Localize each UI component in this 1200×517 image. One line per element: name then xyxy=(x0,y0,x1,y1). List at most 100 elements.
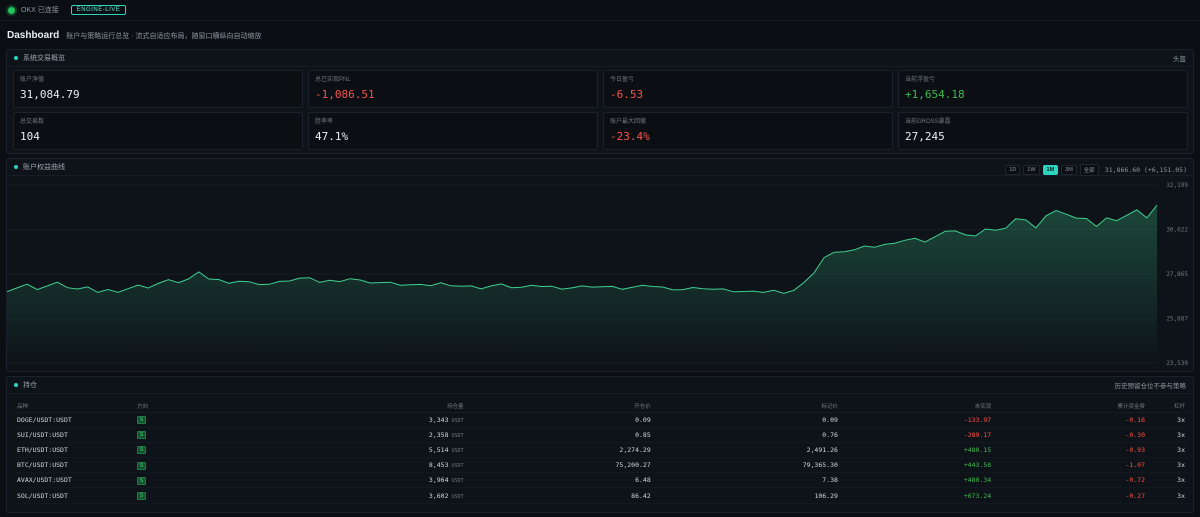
stats-panel-action[interactable]: 头盔 xyxy=(1173,56,1186,63)
size-unit: USDT xyxy=(451,447,464,454)
stat-value: -6.53 xyxy=(610,88,644,101)
range-button-1d[interactable]: 1D xyxy=(1005,165,1021,175)
cell-symbol: ETH/USDT:USDT xyxy=(13,442,133,459)
range-button-all[interactable]: 全部 xyxy=(1079,164,1099,176)
short-side-icon: S xyxy=(137,492,146,501)
table-row[interactable]: ETH/USDT:USDT S 5,514 USDT 2,274.29 2,491.26 +… xyxy=(13,442,1189,459)
cell-funding: -0.30 xyxy=(995,427,1149,443)
equity-panel-title: 账户权益曲线 xyxy=(23,164,65,171)
short-side-icon: S xyxy=(137,416,146,425)
panel-dot-icon xyxy=(14,383,18,387)
panel-dot-icon xyxy=(14,56,18,60)
equity-panel: 账户权益曲线 1D 1W 1M 3M 全部 31,866.60 (+6,151.… xyxy=(6,158,1194,372)
cell-mark: 79,365.30 xyxy=(654,457,842,474)
equity-panel-header: 账户权益曲线 xyxy=(7,159,1193,176)
stat-card-win-rate: 胜率率 47.1% xyxy=(308,112,598,150)
cell-size: 3,964 USDT xyxy=(283,472,468,489)
stat-value: 27,245 xyxy=(905,130,945,143)
cell-symbol: AVAX/USDT:USDT xyxy=(13,472,133,489)
page-title: Dashboard xyxy=(7,30,60,41)
stat-card-max-drawdown: 账户最大回撤 -23.4% xyxy=(603,112,893,150)
stat-card-today-pnl: 今日盈亏 -6.53 xyxy=(603,70,893,108)
positions-panel: 持仓 历史预留仓位不参与策略 品种 方向 持仓量 开仓价 标记价 未实现 累计资… xyxy=(6,376,1194,513)
col-size: 持仓量 xyxy=(283,400,468,413)
size-value: 3,602 xyxy=(428,491,449,500)
col-side: 方向 xyxy=(133,400,283,413)
col-leverage: 杠杆 xyxy=(1149,400,1189,413)
cell-mark: 106.29 xyxy=(654,487,842,504)
cell-upnl: +480.15 xyxy=(841,442,996,459)
stat-label: 账户最大回撤 xyxy=(610,119,647,125)
stats-panel-header: 系统交易概览 头盔 xyxy=(7,50,1193,67)
stat-card-gross-exposure: 当前GROSS暴露 27,245 xyxy=(898,112,1188,150)
size-value: 2,358 xyxy=(428,430,449,439)
stat-value: 47.1% xyxy=(315,130,349,143)
cell-funding: -1.07 xyxy=(995,457,1149,474)
cell-funding: -0.16 xyxy=(995,412,1149,428)
stat-label: 账户净值 xyxy=(20,77,45,83)
table-header-row: 品种 方向 持仓量 开仓价 标记价 未实现 累计资金费 杠杆 xyxy=(13,400,1189,413)
stat-card-total-trades: 总交易数 104 xyxy=(13,112,303,150)
cell-side: S xyxy=(133,412,283,428)
table-row[interactable]: AVAX/USDT:USDT S 3,964 USDT 6.48 7.38 +480.34-… xyxy=(13,472,1189,489)
cell-size: 3,602 USDT xyxy=(283,487,468,504)
cell-mark: 2,491.26 xyxy=(654,442,842,459)
size-unit: USDT xyxy=(451,493,464,500)
cell-upnl: -289.17 xyxy=(841,427,996,443)
y-tick-label: 27,865 xyxy=(1166,271,1188,278)
size-unit: USDT xyxy=(451,463,464,470)
short-side-icon: S xyxy=(137,446,146,455)
table-row[interactable]: DOGE/USDT:USDT S 3,343 USDT 0.09 0.09 -133.97-… xyxy=(13,412,1189,428)
positions-panel-header: 持仓 历史预留仓位不参与策略 xyxy=(7,377,1193,394)
cell-entry: 0.09 xyxy=(467,412,655,428)
range-button-3m[interactable]: 3M xyxy=(1061,165,1077,175)
stats-panel: 系统交易概览 头盔 账户净值 31,084.79 总已实现PNL -1,086.… xyxy=(6,49,1194,154)
col-entry: 开仓价 xyxy=(467,400,655,413)
size-unit: USDT xyxy=(451,417,464,424)
table-row[interactable]: SUI/USDT:USDT S 2,358 USDT 0.85 0.76 -289.17 -0… xyxy=(13,427,1189,443)
positions-panel-title: 持仓 xyxy=(23,382,37,389)
table-row[interactable]: SOL/USDT:USDT S 3,602 USDT 86.42 106.29 +673.2… xyxy=(13,487,1189,504)
col-mark: 标记价 xyxy=(654,400,842,413)
stat-label: 总已实现PNL xyxy=(315,77,351,83)
equity-chart[interactable]: 32,199 30,022 27,865 25,687 23,530 xyxy=(7,177,1193,371)
cell-funding: -0.72 xyxy=(995,472,1149,489)
page-header: Dashboard 账户与策略运行总览 · 流式自适应布局，随窗口横纵向自动缩放 xyxy=(7,30,261,41)
size-value: 3,964 xyxy=(428,476,449,485)
cell-side: S xyxy=(133,487,283,504)
stat-value: 31,084.79 xyxy=(20,88,80,101)
short-side-icon: S xyxy=(137,431,146,440)
short-side-icon: S xyxy=(137,461,146,470)
connection-status: OKX 已连接 xyxy=(21,7,59,14)
stats-panel-title: 系统交易概览 xyxy=(23,55,65,62)
cell-funding: -0.27 xyxy=(995,487,1149,504)
cell-size: 8,453 USDT xyxy=(283,457,468,474)
cell-leverage: 3x xyxy=(1149,457,1189,474)
cell-upnl: +443.58 xyxy=(841,457,996,474)
cell-entry: 0.85 xyxy=(467,427,655,443)
stat-card-unrealized-pnl: 当前浮盈亏 +1,654.18 xyxy=(898,70,1188,108)
cell-side: S xyxy=(133,457,283,474)
size-value: 8,453 xyxy=(428,461,449,470)
table-row[interactable]: BTC/USDT:USDT S 8,453 USDT 75,200.27 79,365.3… xyxy=(13,457,1189,474)
col-funding: 累计资金费 xyxy=(995,400,1149,413)
cell-size: 2,358 USDT xyxy=(283,427,468,443)
range-button-1m[interactable]: 1M xyxy=(1042,165,1059,175)
y-tick-label: 30,022 xyxy=(1166,227,1188,234)
cell-side: S xyxy=(133,442,283,459)
equity-line xyxy=(7,204,1158,294)
top-bar: OKX 已连接 ENGINE-LIVE xyxy=(0,0,1200,21)
positions-table: 品种 方向 持仓量 开仓价 标记价 未实现 累计资金费 杠杆 DOGE/USDT… xyxy=(13,400,1189,504)
col-upnl: 未实现 xyxy=(841,400,996,413)
cell-upnl: -133.97 xyxy=(841,412,996,428)
connection-status-dot xyxy=(8,6,15,14)
cell-mark: 0.09 xyxy=(654,412,842,428)
stat-value: -1,086.51 xyxy=(315,88,375,101)
page-subtitle: 账户与策略运行总览 · 流式自适应布局，随窗口横纵向自动缩放 xyxy=(66,33,262,40)
y-tick-label: 32,199 xyxy=(1166,182,1188,189)
cell-upnl: +673.24 xyxy=(841,487,996,504)
range-button-1w[interactable]: 1W xyxy=(1023,165,1040,175)
cell-symbol: SOL/USDT:USDT xyxy=(13,487,133,504)
size-unit: USDT xyxy=(451,432,464,439)
stat-label: 今日盈亏 xyxy=(610,77,635,83)
